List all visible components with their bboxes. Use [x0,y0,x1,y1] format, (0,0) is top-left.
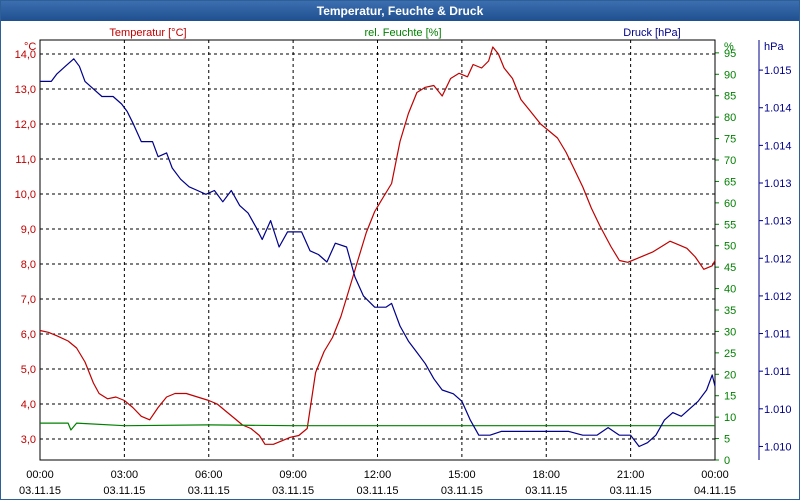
humidity-tick-label: 70 [724,155,736,167]
x-tick-time: 21:00 [617,469,645,481]
pressure-tick-label: 1.012 [764,253,792,265]
pressure-unit: hPa [764,41,784,53]
pressure-tick-label: 1.010 [764,441,792,453]
humidity-tick-label: 15 [724,391,736,403]
temperature-tick-label: 12,0 [15,119,36,131]
temperature-series-line [39,46,716,445]
humidity-tick-label: 65 [724,176,736,188]
humidity-tick-label: 60 [724,198,736,210]
x-tick-date: 03.11.15 [103,485,145,497]
humidity-series-line [40,422,715,431]
temperature-legend: Temperatur [°C] [109,27,186,39]
x-tick-date: 03.11.15 [441,485,483,497]
humidity-tick-label: 10 [724,412,736,424]
temperature-tick-label: 4,0 [21,399,36,411]
pressure-series-line [40,58,716,448]
x-tick-time: 18:00 [532,469,560,481]
pressure-tick-label: 1.014 [764,103,792,115]
temperature-tick-label: 6,0 [21,329,36,341]
temperature-tick-label: 7,0 [21,294,36,306]
humidity-tick-label: 40 [724,284,736,296]
temperature-tick-label: 8,0 [21,259,36,271]
pressure-tick-label: 1.013 [764,216,792,228]
grid [40,40,763,461]
x-tick-time: 15:00 [448,469,476,481]
axis-labels: 00:00 03.11.15 03:00 03.11.15 06:00 03.11.15 0… [15,27,792,497]
humidity-tick-label: 80 [724,112,736,124]
x-tick-date: 04.11.15 [694,485,736,497]
temperature-unit: °C [24,41,36,53]
pressure-tick-label: 1.013 [764,178,792,190]
x-tick-date: 03.11.15 [188,485,230,497]
humidity-legend: rel. Feuchte [%] [364,27,441,39]
x-tick-date: 03.11.15 [272,485,314,497]
pressure-tick-label: 1.015 [764,65,792,77]
x-tick-date: 03.11.15 [525,485,567,497]
pressure-legend: Druck [hPa] [623,27,680,39]
pressure-tick-label: 1.014 [764,140,792,152]
humidity-tick-label: 35 [724,305,736,317]
humidity-tick-label: 20 [724,369,736,381]
humidity-tick-label: 5 [724,434,730,446]
temperature-tick-label: 3,0 [21,434,36,446]
humidity-tick-label: 55 [724,219,736,231]
x-tick-date: 03.11.15 [610,485,652,497]
x-tick-time: 12:00 [364,469,392,481]
pressure-tick-label: 1.012 [764,291,792,303]
pressure-tick-label: 1.010 [764,404,792,416]
temperature-tick-label: 13,0 [15,84,36,96]
temperature-tick-label: 5,0 [21,364,36,376]
humidity-tick-label: 90 [724,69,736,81]
temperature-tick-label: 10,0 [15,189,36,201]
x-tick-time: 09:00 [279,469,307,481]
temperature-tick-label: 9,0 [21,224,36,236]
temperature-tick-label: 11,0 [15,154,36,166]
humidity-tick-label: 45 [724,262,736,274]
x-tick-time: 06:00 [195,469,223,481]
humidity-tick-label: 95 [724,48,736,60]
humidity-tick-label: 25 [724,348,736,360]
humidity-tick-label: 0 [724,455,730,467]
temperature-tick-label: 14,0 [15,49,36,61]
humidity-unit: % [724,41,734,53]
plot-area [39,39,716,461]
x-tick-time: 00:00 [26,469,54,481]
window-title: Temperatur, Feuchte & Druck [1,1,799,21]
x-tick-date: 03.11.15 [19,485,61,497]
humidity-tick-label: 75 [724,134,736,146]
series-group [39,46,716,448]
x-tick-date: 03.11.15 [356,485,398,497]
humidity-tick-label: 50 [724,241,736,253]
x-tick-time: 00:00 [701,469,729,481]
x-tick-time: 03:00 [111,469,139,481]
pressure-tick-label: 1.011 [764,329,791,341]
humidity-tick-label: 85 [724,91,736,103]
pressure-tick-label: 1.011 [764,366,791,378]
humidity-tick-label: 30 [724,326,736,338]
